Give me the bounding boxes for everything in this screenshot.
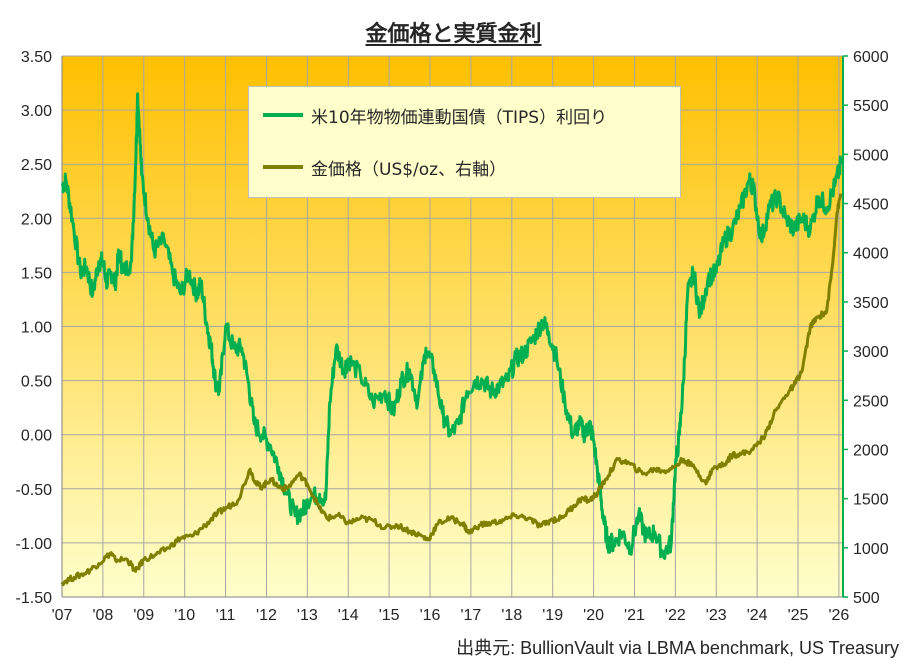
legend-label-tips: 米10年物物価連動国債（TIPS）利回り: [311, 107, 608, 128]
x-tick-label: '12: [256, 607, 277, 624]
y-right-tick-label: 1000: [853, 541, 889, 558]
x-tick-label: '07: [52, 607, 73, 624]
legend-item-gold: 金価格（US$/oz、右軸）: [263, 155, 507, 180]
legend-swatch-gold: [263, 165, 303, 169]
gold-price-line: [60, 193, 843, 587]
y-right-tick-label: 500: [853, 590, 880, 607]
x-tick-label: '10: [174, 607, 195, 624]
y-left-tick-label: 1.00: [21, 320, 52, 337]
x-tick-label: '16: [420, 607, 441, 624]
x-tick-label: '23: [706, 607, 727, 624]
x-tick-label: '17: [460, 607, 481, 624]
y-right-tick-label: 5000: [853, 147, 889, 164]
x-tick-label: '11: [216, 607, 236, 624]
legend: 米10年物物価連動国債（TIPS）利回り 金価格（US$/oz、右軸）: [248, 86, 681, 198]
x-tick-label: '14: [338, 607, 359, 624]
y-right-tick-label: 2500: [853, 393, 889, 410]
axes: [61, 55, 848, 598]
x-tick-label: '13: [297, 607, 318, 624]
y-left-tick-label: 2.00: [21, 211, 52, 228]
y-left-tick-label: -1.00: [16, 536, 53, 553]
x-tick-label: '19: [542, 607, 563, 624]
legend-label-gold: 金価格（US$/oz、右軸）: [311, 159, 507, 180]
x-tick-label: '09: [133, 607, 154, 624]
tips-yield-line: [60, 92, 843, 560]
x-tick-label: '15: [379, 607, 400, 624]
y-right-tick-label: 6000: [853, 49, 889, 66]
x-tick-label: '20: [583, 607, 604, 624]
y-left-tick-label: 2.50: [21, 157, 52, 174]
x-tick-label: '24: [747, 607, 768, 624]
x-tick-label: '25: [788, 607, 809, 624]
y-left-tick-label: 1.50: [21, 265, 52, 282]
y-right-tick-label: 4000: [853, 246, 889, 263]
y-right-tick-label: 1500: [853, 492, 889, 509]
y-left-tick-label: 0.00: [21, 428, 52, 445]
y-left-tick-label: 3.00: [21, 103, 52, 120]
y-right-tick-label: 3000: [853, 344, 889, 361]
y-left-tick-label: -1.50: [16, 590, 53, 607]
y-right-tick-label: 3500: [853, 295, 889, 312]
legend-swatch-tips: [263, 113, 303, 117]
y-right-tick-label: 5500: [853, 98, 889, 115]
y-left-tick-label: 3.50: [21, 49, 52, 66]
source-note: 出典元: BullionVault via LBMA benchmark, US…: [456, 638, 899, 658]
chart-title: 金価格と実質金利: [365, 22, 542, 47]
y-left-tick-label: -0.50: [16, 482, 53, 499]
legend-item-tips: 米10年物物価連動国債（TIPS）利回り: [263, 103, 608, 128]
series-lines: [60, 92, 843, 587]
x-tick-label: '08: [92, 607, 113, 624]
y-left-tick-label: 0.50: [21, 374, 52, 391]
tick-labels: -1.50 -1.00 -0.50 0.00 0.50 1.00 1.50 2.00 2.50 3…: [16, 49, 889, 624]
x-tick-label: '22: [665, 607, 686, 624]
x-tick-label: '26: [828, 607, 849, 624]
y-right-tick-label: 4500: [853, 197, 889, 214]
x-tick-label: '18: [501, 607, 522, 624]
x-tick-label: '21: [624, 607, 645, 624]
y-right-tick-label: 2000: [853, 442, 889, 459]
